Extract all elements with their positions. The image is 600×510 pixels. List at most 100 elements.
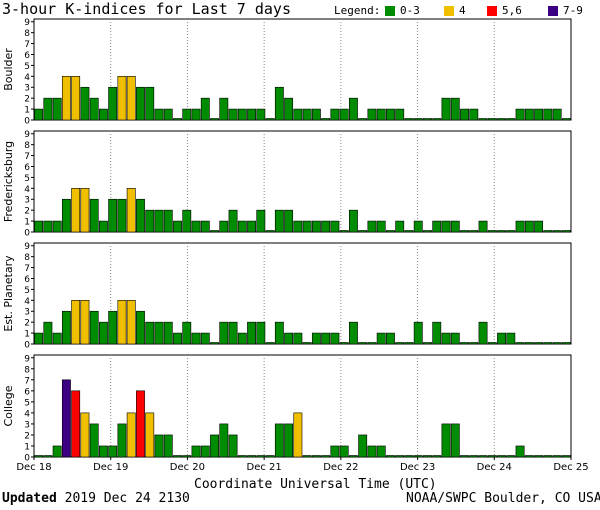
k-index-bar [534, 220, 544, 233]
k-index-bar [450, 423, 460, 458]
x-tick-label: Dec 25 [553, 462, 588, 473]
y-tick-label: 2 [24, 207, 30, 217]
k-index-bar [413, 220, 423, 233]
k-index-bar [136, 310, 145, 345]
k-index-bar [265, 230, 275, 233]
y-axis-label: Est. Planetary [2, 255, 15, 332]
y-tick-label: 8 [24, 365, 30, 375]
k-index-bar [89, 198, 99, 233]
y-tick-label: 6 [24, 51, 30, 61]
k-index-bar [89, 423, 99, 458]
k-index-bar [423, 455, 432, 458]
y-tick-label: 4 [24, 409, 30, 419]
k-index-bar [348, 321, 358, 345]
legend-label: Legend: [334, 4, 381, 17]
k-index-bar [302, 455, 312, 458]
k-index-bar [191, 332, 201, 345]
k-index-bar [256, 108, 266, 121]
k-index-bar [330, 220, 340, 233]
k-index-bar [163, 434, 173, 458]
k-index-bar [524, 220, 534, 233]
k-index-bar [71, 300, 81, 345]
k-index-bar [487, 455, 497, 458]
k-index-bar [348, 209, 358, 233]
y-tick-label: 7 [24, 40, 30, 50]
y-tick-label: 8 [24, 253, 30, 263]
k-index-bar [515, 220, 525, 233]
k-index-bar [339, 108, 349, 121]
k-index-bar [515, 342, 525, 345]
y-tick-label: 9 [24, 18, 30, 28]
k-index-bar [34, 220, 44, 233]
k-index-bar [386, 332, 395, 345]
k-index-bar [136, 390, 145, 458]
k-index-bar [219, 423, 229, 458]
y-tick-label: 0 [24, 454, 30, 464]
plot-frame [33, 354, 572, 458]
k-index-bar [395, 220, 405, 233]
k-index-bar [515, 108, 525, 121]
k-index-bar [293, 412, 303, 458]
k-index-bar [247, 455, 257, 458]
k-index-bar [210, 230, 219, 233]
y-axis-label: College [2, 385, 15, 426]
k-index-bar [561, 230, 571, 233]
k-index-bar [284, 209, 294, 233]
k-index-bar [302, 220, 312, 233]
x-tick-label: Dec 23 [400, 462, 435, 473]
k-index-bar [487, 230, 497, 233]
credit-text: NOAA/SWPC Boulder, CO USA [406, 491, 600, 506]
k-index-bar [413, 455, 423, 458]
k-index-bar [441, 220, 451, 233]
k-index-bar [43, 220, 53, 233]
k-index-bar [117, 76, 127, 121]
k-index-bar [330, 445, 340, 458]
k-index-bar [423, 342, 432, 345]
k-index-bar [561, 455, 571, 458]
k-index-bar [219, 97, 229, 121]
k-index-bar [321, 332, 331, 345]
k-index-bar [321, 455, 331, 458]
k-index-bar [182, 455, 192, 458]
k-index-bar [61, 379, 71, 458]
k-index-bar [460, 342, 469, 345]
k-index-bar [34, 455, 44, 458]
y-tick-label: 3 [24, 84, 30, 94]
y-tick-label: 7 [24, 152, 30, 162]
k-index-bar [524, 342, 534, 345]
y-tick-label: 3 [24, 196, 30, 206]
k-index-bar [182, 108, 192, 121]
k-index-bar [108, 310, 118, 345]
k-index-bar [358, 230, 368, 233]
k-index-bar [80, 300, 90, 345]
k-index-bar [80, 412, 90, 458]
y-tick-label: 3 [24, 420, 30, 430]
updated-timestamp: Updated 2019 Dec 24 2130 [2, 491, 190, 506]
updated-label: Updated [2, 491, 57, 506]
k-index-bar [163, 108, 173, 121]
k-index-bar [311, 455, 321, 458]
k-index-bar [367, 445, 377, 458]
k-index-bar [274, 209, 284, 233]
y-tick-label: 9 [24, 242, 30, 252]
k-index-bar [311, 108, 321, 121]
k-index-bar [284, 423, 294, 458]
k-index-bar [228, 434, 238, 458]
k-index-bar [43, 321, 53, 345]
k-index-bar [61, 198, 71, 233]
legend-text-5-6: 5,6 [502, 4, 522, 17]
k-index-bar [534, 108, 544, 121]
k-index-bar [154, 209, 164, 233]
k-index-bar [136, 198, 145, 233]
x-axis-title: Coordinate Universal Time (UTC) [194, 477, 437, 492]
legend-text-0-3: 0-3 [400, 4, 420, 17]
k-index-bar [173, 118, 182, 121]
k-index-bar [506, 332, 516, 345]
k-index-bar [367, 220, 377, 233]
k-index-bar [61, 310, 71, 345]
k-index-bar [376, 332, 386, 345]
k-index-bar [173, 220, 182, 233]
k-index-bar [52, 97, 62, 121]
k-index-bar [71, 390, 81, 458]
k-index-bar [256, 209, 266, 233]
